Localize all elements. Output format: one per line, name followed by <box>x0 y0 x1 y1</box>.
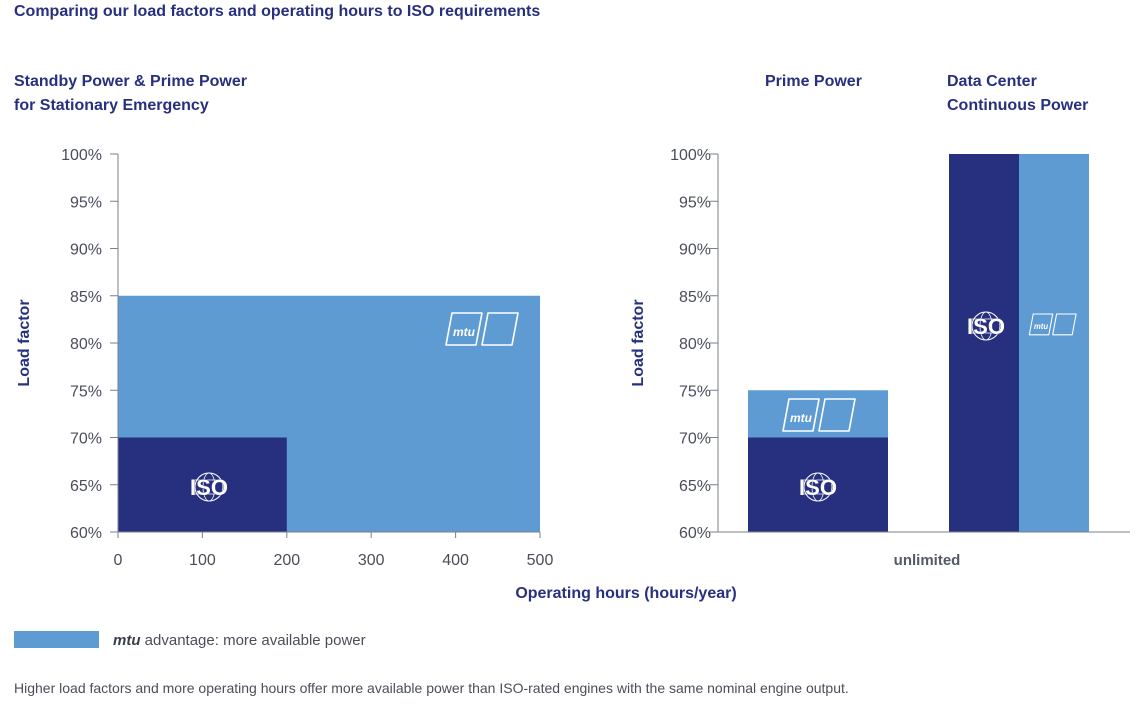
x-tick-label: 0 <box>114 552 123 569</box>
x-tick-label: 500 <box>527 552 554 569</box>
mtu-logo-left-frame <box>445 312 483 346</box>
mtu-logo-right-frame <box>818 398 856 432</box>
iso-globe-meridian <box>811 472 825 502</box>
iso-logo-icon: ISO <box>967 311 1005 341</box>
mtu-logo-left-frame <box>782 398 820 432</box>
y-tick-label: 65% <box>70 478 102 495</box>
y-tick-label: 95% <box>679 194 711 211</box>
y-tick-label: 85% <box>679 289 711 306</box>
x-tick-label: 400 <box>442 552 469 569</box>
iso-area <box>118 437 287 532</box>
footnote: Higher load factors and more operating h… <box>14 680 849 696</box>
datacenter-iso-bar <box>949 154 1019 532</box>
iso-globe-meridian <box>979 311 993 341</box>
y-tick-label: 95% <box>70 194 102 211</box>
y-tick-label: 80% <box>70 336 102 353</box>
datacenter-title-line1: Data Center <box>947 73 1037 90</box>
y-tick-label: 75% <box>679 383 711 400</box>
legend-description: advantage: more available power <box>144 632 366 649</box>
y-tick-label: 60% <box>70 525 102 542</box>
y-tick-label: 100% <box>61 147 102 164</box>
iso-logo-text: ISO <box>799 475 837 500</box>
y-tick-label: 80% <box>679 336 711 353</box>
y-tick-label: 90% <box>679 242 711 259</box>
y-tick-label: 60% <box>679 525 711 542</box>
datacenter-title-line2: Continuous Power <box>947 97 1089 114</box>
standby-title-line2: for Stationary Emergency <box>14 97 209 114</box>
mtu-logo-icon: mtu <box>445 312 519 346</box>
left-y-axis-title: Load factor <box>16 299 33 386</box>
x-tick-label: 300 <box>358 552 385 569</box>
y-tick-label: 85% <box>70 289 102 306</box>
legend-swatch <box>14 631 99 648</box>
mtu-logo-icon: mtu <box>1028 313 1077 336</box>
y-tick-label: 70% <box>679 431 711 448</box>
iso-logo-text: ISO <box>967 314 1005 339</box>
y-tick-label: 75% <box>70 383 102 400</box>
y-tick-label: 100% <box>670 147 711 164</box>
page-title: Comparing our load factors and operating… <box>14 3 541 20</box>
datacenter-panel-title: Data Center Continuous Power <box>947 70 1088 118</box>
prime-panel-title: Prime Power <box>765 73 862 90</box>
mtu-logo-right-frame <box>1052 313 1077 336</box>
prime-iso-bar <box>748 437 888 532</box>
datacenter-mtu-bar <box>1019 154 1089 532</box>
x-tick-label: 200 <box>273 552 300 569</box>
iso-logo-icon: ISO <box>190 472 228 502</box>
mtu-logo-icon: mtu <box>782 398 856 432</box>
standby-panel-title: Standby Power & Prime Power for Stationa… <box>14 70 247 118</box>
iso-logo-text: ISO <box>190 475 228 500</box>
right-y-axis-title: Load factor <box>630 299 647 386</box>
x-tick-label: 100 <box>189 552 216 569</box>
right-x-axis-label: unlimited <box>894 552 961 569</box>
mtu-logo-text: mtu <box>1034 322 1049 331</box>
iso-logo-icon: ISO <box>799 472 837 502</box>
standby-title-line1: Standby Power & Prime Power <box>14 73 247 90</box>
x-axis-title: Operating hours (hours/year) <box>515 585 737 602</box>
legend-label: mtu advantage: more available power <box>113 632 366 649</box>
y-tick-label: 90% <box>70 242 102 259</box>
mtu-logo-right-frame <box>481 312 519 346</box>
legend-brand: mtu <box>113 632 141 649</box>
mtu-logo-text: mtu <box>790 411 813 425</box>
y-tick-label: 70% <box>70 431 102 448</box>
iso-globe-meridian <box>202 472 216 502</box>
mtu-logo-left-frame <box>1028 313 1054 336</box>
mtu-logo-text: mtu <box>453 325 476 339</box>
y-tick-label: 65% <box>679 478 711 495</box>
